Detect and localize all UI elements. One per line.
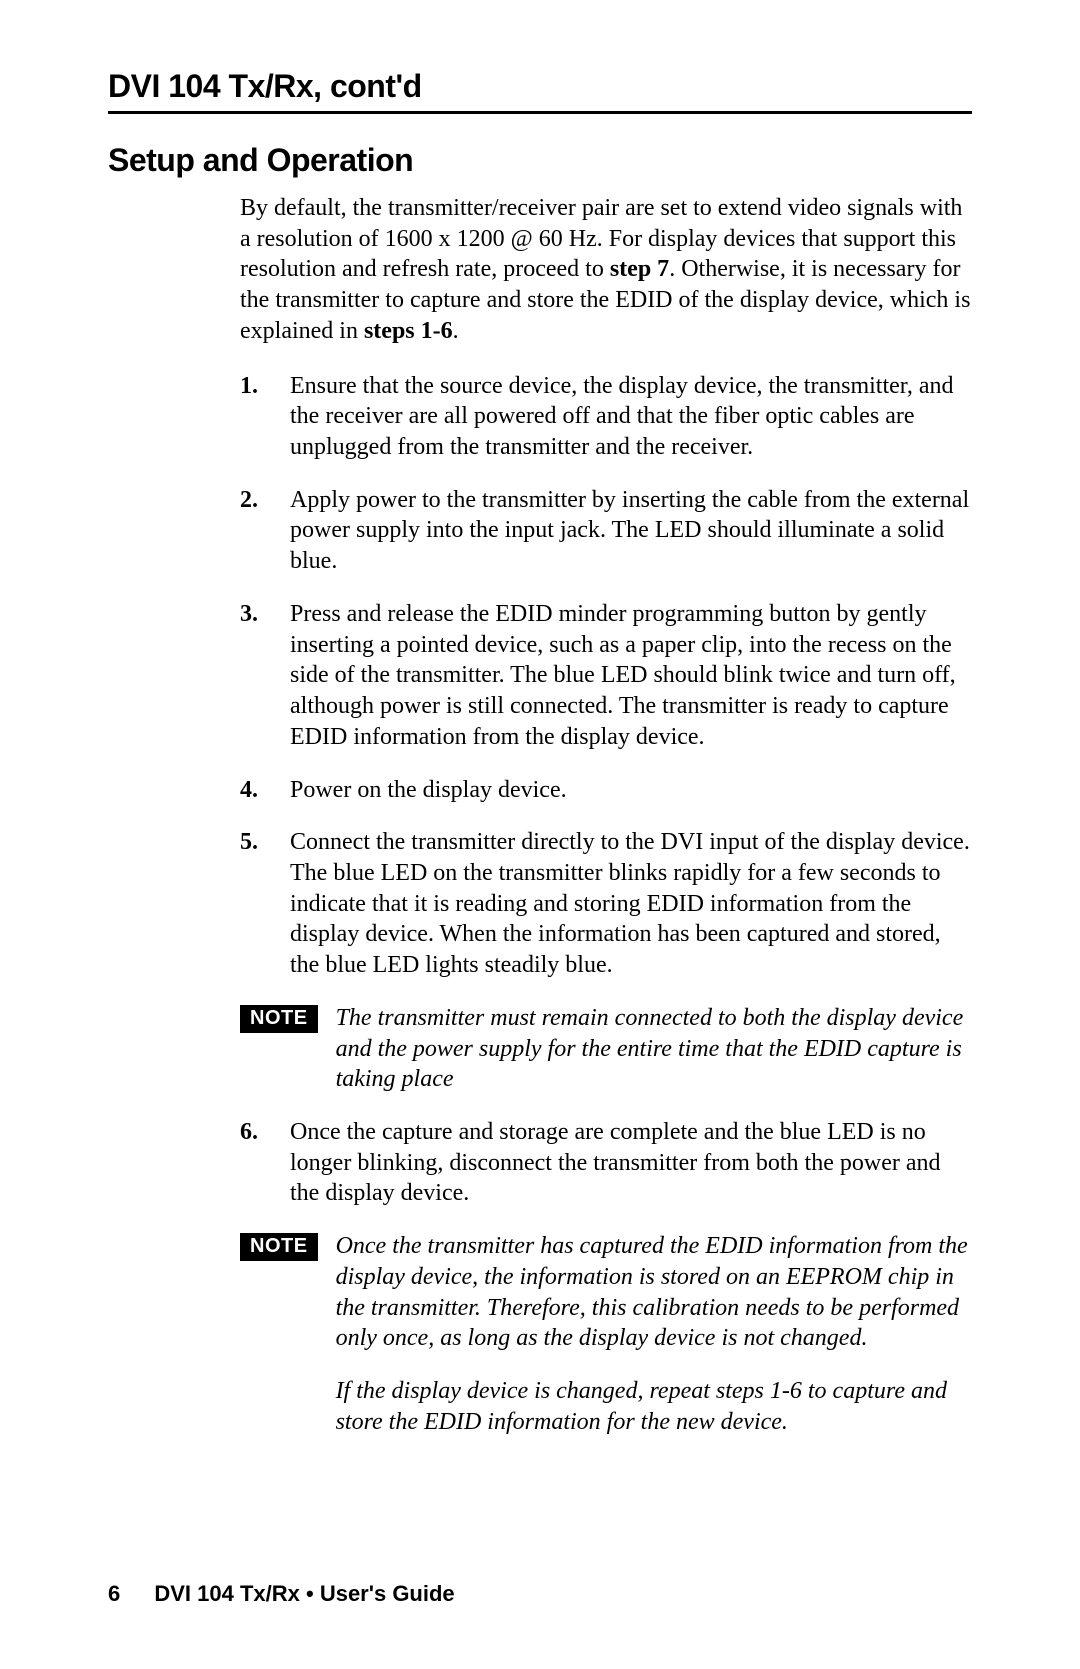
step-number: 4. — [240, 775, 258, 806]
step-5: 5. Connect the transmitter directly to t… — [240, 827, 972, 981]
note-block-2: NOTE Once the transmitter has captured t… — [240, 1231, 972, 1437]
page-number: 6 — [108, 1581, 120, 1606]
section-heading: Setup and Operation — [108, 142, 972, 179]
note-text: Once the transmitter has captured the ED… — [336, 1231, 972, 1437]
step-text: Press and release the EDID minder progra… — [290, 601, 956, 750]
step-number: 5. — [240, 827, 258, 858]
step-text: Ensure that the source device, the displ… — [290, 373, 953, 460]
step-number: 1. — [240, 371, 258, 402]
note2-p1: Once the transmitter has captured the ED… — [336, 1231, 972, 1354]
step-4: 4. Power on the display device. — [240, 775, 972, 806]
intro-bold-steps16: steps 1-6 — [364, 318, 453, 344]
note2-p2: If the display device is changed, repeat… — [336, 1376, 972, 1437]
intro-paragraph: By default, the transmitter/receiver pai… — [240, 193, 972, 347]
step-1: 1. Ensure that the source device, the di… — [240, 371, 972, 463]
step-text: Apply power to the transmitter by insert… — [290, 487, 969, 574]
steps-list-cont: 6. Once the capture and storage are comp… — [240, 1117, 972, 1209]
step-text: Once the capture and storage are complet… — [290, 1119, 941, 1206]
note-block-1: NOTE The transmitter must remain connect… — [240, 1003, 972, 1095]
page-footer: 6 DVI 104 Tx/Rx • User's Guide — [108, 1581, 455, 1607]
step-text: Power on the display device. — [290, 777, 567, 803]
header-title-rest: Tx/Rx, cont'd — [220, 68, 422, 104]
step-2: 2. Apply power to the transmitter by ins… — [240, 485, 972, 577]
step-3: 3. Press and release the EDID minder pro… — [240, 599, 972, 753]
step-number: 6. — [240, 1117, 258, 1148]
note-text: The transmitter must remain connected to… — [336, 1003, 972, 1095]
document-title: DVI 104 Tx/Rx • User's Guide — [154, 1581, 454, 1606]
header-title-bold: DVI 104 — [108, 68, 220, 104]
step-6: 6. Once the capture and storage are comp… — [240, 1117, 972, 1209]
intro-bold-step7: step 7 — [610, 256, 669, 282]
steps-list: 1. Ensure that the source device, the di… — [240, 371, 972, 981]
page-header-title: DVI 104 Tx/Rx, cont'd — [108, 68, 972, 105]
page-header: DVI 104 Tx/Rx, cont'd — [108, 68, 972, 114]
intro-post: . — [453, 318, 459, 344]
step-number: 2. — [240, 485, 258, 516]
note-badge: NOTE — [240, 1233, 318, 1261]
step-number: 3. — [240, 599, 258, 630]
note-badge: NOTE — [240, 1005, 318, 1033]
step-text: Connect the transmitter directly to the … — [290, 829, 970, 978]
